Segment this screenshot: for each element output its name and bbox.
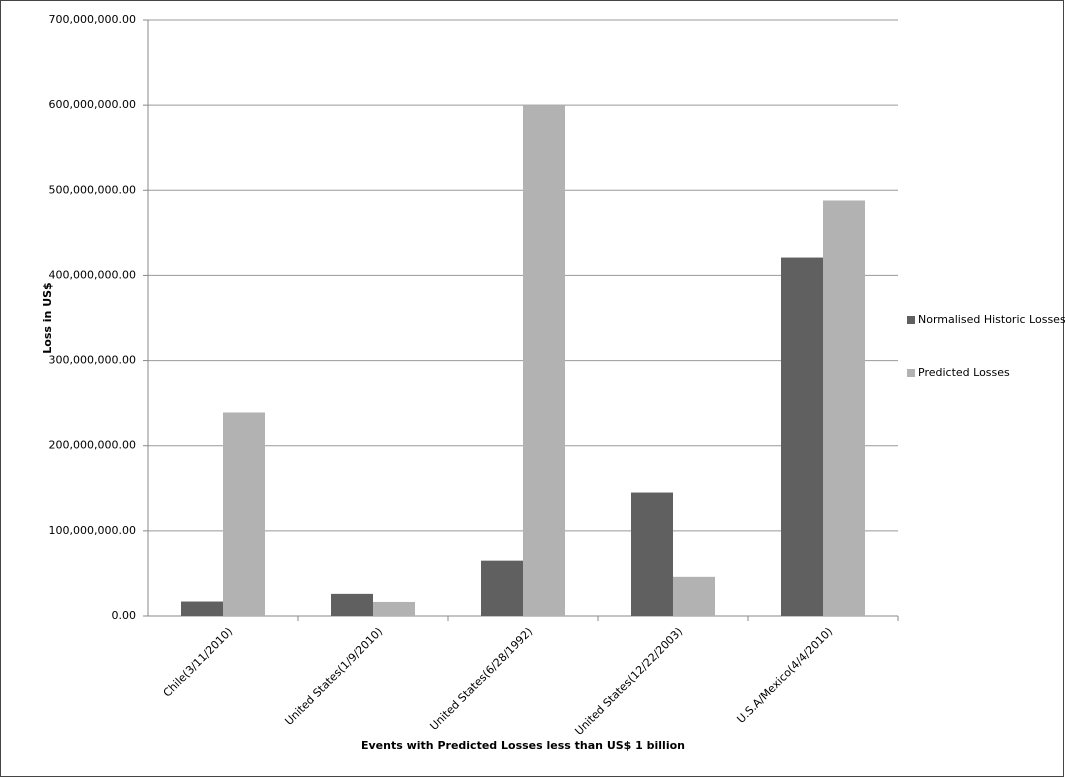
bar (523, 105, 565, 617)
bar (223, 412, 265, 616)
bar (631, 492, 673, 616)
bar (481, 560, 523, 616)
legend-label: Predicted Losses (918, 366, 1010, 379)
bar (331, 593, 373, 616)
bar (673, 576, 715, 616)
legend-swatch (907, 316, 915, 324)
y-tick-label: 100,000,000.00 (49, 524, 136, 537)
x-axis-title: Events with Predicted Losses less than U… (361, 739, 685, 752)
bar (781, 257, 823, 616)
legend-swatch (907, 369, 915, 377)
y-tick-label: 200,000,000.00 (49, 439, 136, 452)
bar (823, 200, 865, 616)
bar (181, 601, 223, 616)
legend-label: Normalised Historic Losses (918, 313, 1065, 326)
y-tick-label: 0.00 (112, 609, 137, 622)
y-tick-label: 500,000,000.00 (49, 183, 136, 196)
y-tick-label: 400,000,000.00 (49, 268, 136, 281)
y-tick-label: 600,000,000.00 (49, 98, 136, 111)
y-axis-title: Loss in US$ (41, 282, 54, 353)
y-tick-label: 300,000,000.00 (49, 354, 136, 367)
y-tick-label: 700,000,000.00 (49, 13, 136, 26)
bar (373, 601, 415, 616)
